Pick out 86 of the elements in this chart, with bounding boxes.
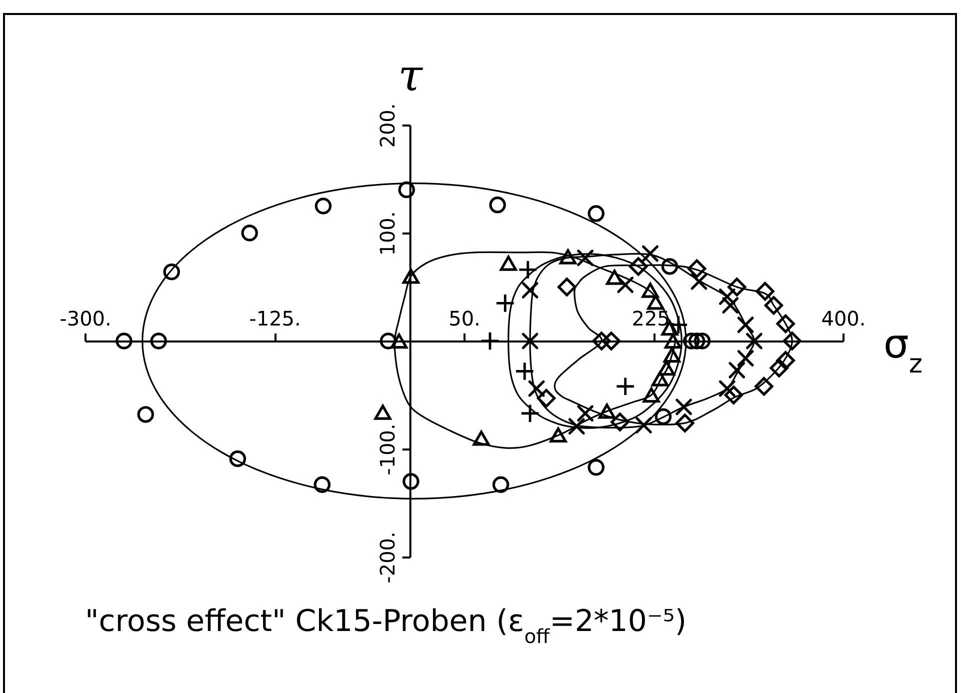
point (628, 257, 648, 276)
point (496, 294, 514, 312)
point (642, 282, 659, 298)
point (374, 404, 392, 420)
point (492, 476, 510, 493)
point (229, 450, 246, 468)
point (521, 404, 539, 422)
point (754, 377, 774, 396)
point (116, 332, 132, 350)
point (776, 351, 795, 370)
point (150, 332, 168, 350)
point (728, 362, 746, 378)
point (664, 333, 682, 349)
y-tick-label: 200. (375, 103, 400, 148)
point (737, 350, 754, 366)
point (718, 380, 736, 397)
point (519, 261, 537, 278)
point (776, 314, 795, 334)
point (588, 205, 604, 222)
point (617, 276, 634, 294)
point (598, 404, 616, 419)
point (687, 259, 706, 278)
point (688, 332, 706, 350)
point (500, 256, 517, 271)
point (137, 406, 154, 423)
point (654, 408, 672, 425)
point (558, 278, 576, 296)
x-axis-title: σ$_{z}$ (884, 322, 923, 380)
y-tick-label: -100. (375, 424, 400, 476)
point (516, 362, 534, 380)
point (577, 250, 594, 266)
point (642, 245, 658, 262)
point (770, 358, 788, 378)
point (690, 273, 708, 290)
point (606, 270, 624, 285)
point (472, 430, 490, 446)
point (782, 332, 802, 350)
point (663, 347, 680, 363)
y-tick-label: -200. (375, 532, 400, 584)
point (616, 378, 634, 396)
point (722, 297, 739, 314)
point (163, 264, 180, 280)
point (559, 249, 576, 264)
point (402, 268, 420, 284)
point (588, 459, 604, 476)
point (683, 332, 700, 350)
point (522, 282, 538, 298)
point (642, 387, 660, 403)
point (764, 296, 784, 315)
point (647, 294, 664, 310)
point (314, 476, 331, 493)
point (746, 332, 762, 350)
point (489, 196, 506, 214)
point (522, 332, 538, 350)
y-tick-label: 100. (375, 211, 400, 256)
y-axis-title: τ (398, 50, 424, 102)
point (676, 414, 694, 432)
point (610, 412, 630, 432)
point (737, 316, 754, 333)
x-tick-label: -300. (60, 306, 112, 330)
point (651, 371, 669, 386)
point (568, 418, 585, 435)
point (694, 332, 711, 350)
point (718, 288, 736, 305)
point (402, 473, 420, 490)
point (241, 224, 258, 242)
point (577, 405, 594, 422)
x-tick-label: -125. (249, 306, 301, 330)
point (636, 417, 652, 434)
x-tick-label: 50. (448, 306, 480, 330)
point (314, 198, 332, 214)
point (602, 332, 621, 350)
point (528, 380, 545, 397)
point (592, 332, 611, 350)
text: "cross effect" Ck15-Proben (ε$_{off}$=2*10⁻⁵) (85, 604, 687, 648)
point (676, 398, 692, 416)
point (380, 332, 397, 350)
x-tick-label: 400. (821, 306, 866, 330)
point (550, 427, 567, 443)
point (661, 258, 678, 275)
point (536, 388, 556, 408)
point (724, 386, 743, 404)
point (728, 278, 746, 296)
point (756, 282, 774, 301)
point (390, 333, 408, 349)
point (398, 181, 415, 198)
